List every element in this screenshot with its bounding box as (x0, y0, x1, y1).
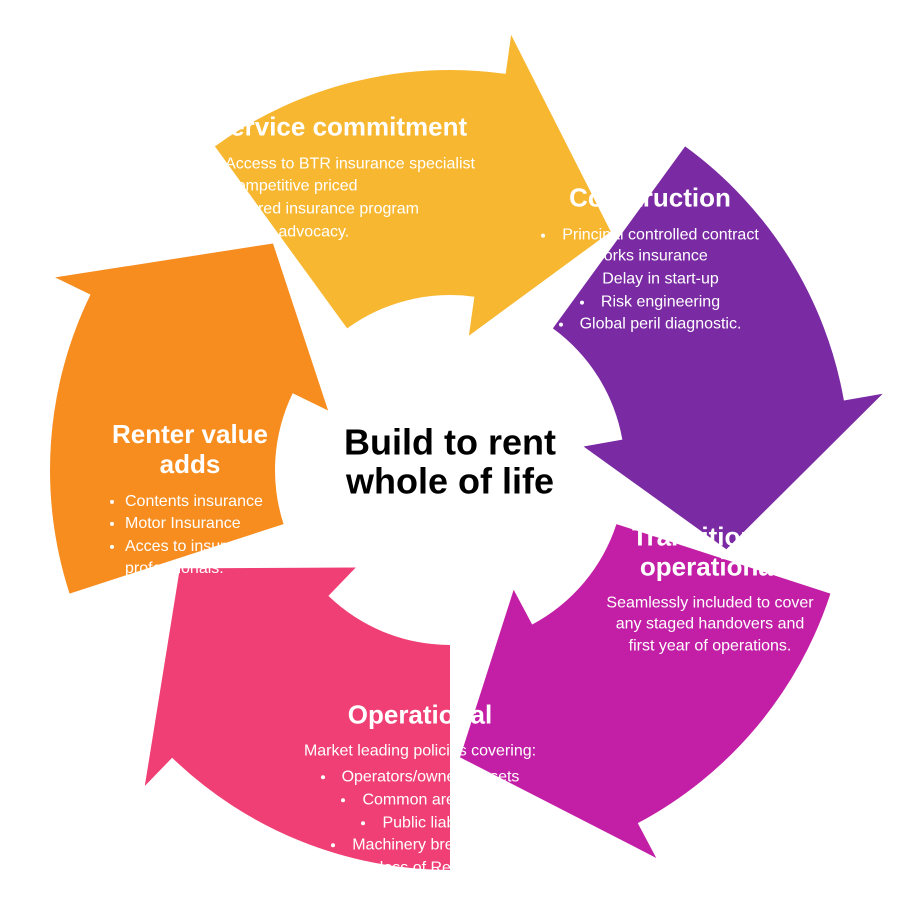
segment-construction (553, 146, 883, 549)
segment-renter-value-adds (50, 243, 328, 593)
segment-operational (145, 568, 450, 870)
center-title: Build to rent whole of life (344, 422, 556, 501)
segment-transition (460, 524, 830, 858)
center-title-line1: Build to rent (344, 422, 556, 462)
cycle-diagram: Build to rent whole of life Service comm… (0, 0, 900, 923)
center-title-line2: whole of life (344, 462, 556, 502)
